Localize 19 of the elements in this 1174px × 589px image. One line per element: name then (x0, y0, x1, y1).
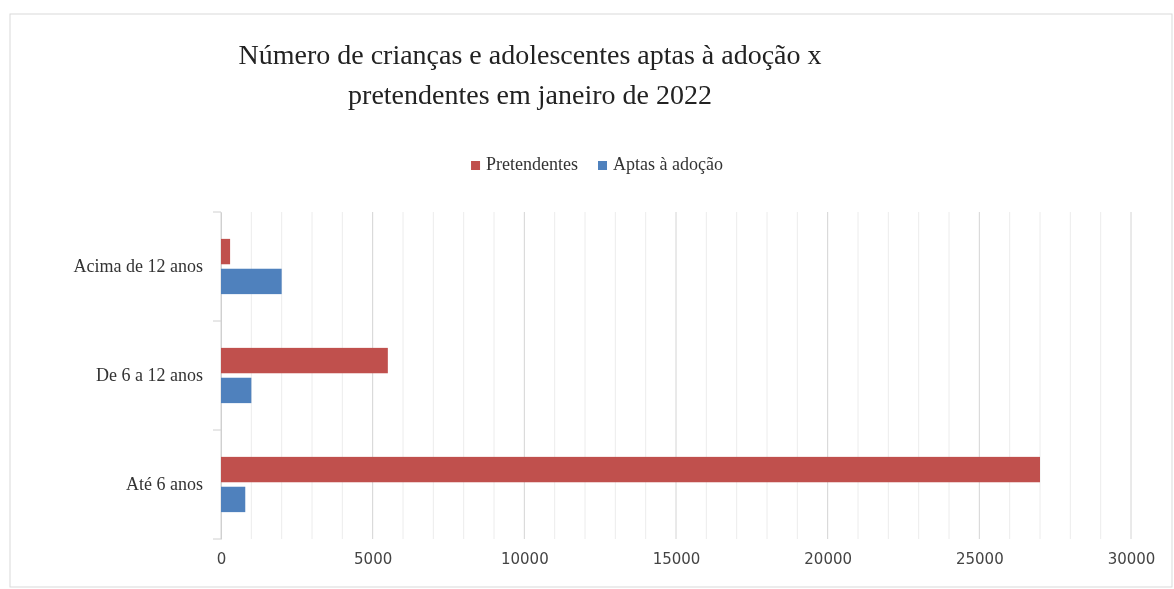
bar (221, 347, 388, 374)
bar (221, 268, 282, 295)
bar (221, 238, 231, 265)
bar (221, 377, 252, 404)
x-tick-label: 20000 (804, 549, 853, 568)
x-tick-label: 15000 (652, 549, 701, 568)
legend-label: Pretendentes (486, 154, 579, 174)
x-tick-label: 25000 (955, 549, 1004, 568)
x-tick-label: 0 (216, 549, 227, 568)
x-tick-label: 30000 (1107, 549, 1156, 568)
legend-label: Aptas à adoção (613, 154, 723, 174)
y-tick-label: Até 6 anos (126, 474, 203, 495)
x-tick-label: 5000 (354, 549, 393, 568)
x-tick-label: 10000 (500, 549, 549, 568)
y-tick-label: Acima de 12 anos (73, 256, 203, 277)
y-tick-label: De 6 a 12 anos (96, 365, 203, 386)
bar (221, 486, 246, 513)
chart-title: Número de crianças e adolescentes aptas à adoção x pretendentes em janeiro de 2022 (238, 39, 822, 110)
bar (221, 456, 1040, 483)
